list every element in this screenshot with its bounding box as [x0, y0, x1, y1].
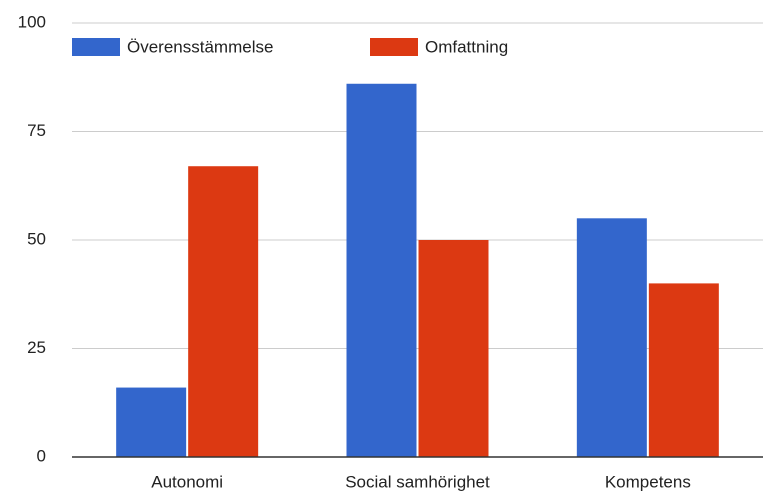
bar	[346, 83, 417, 457]
y-tick-label: 25	[27, 338, 46, 357]
y-tick-label: 75	[27, 121, 46, 140]
x-tick-label: Social samhörighet	[345, 472, 490, 491]
bar	[648, 283, 719, 457]
y-tick-label: 50	[27, 229, 46, 248]
bar	[418, 240, 489, 457]
legend-label: Överensstämmelse	[127, 37, 273, 56]
y-tick-label: 0	[37, 446, 46, 465]
bar	[188, 166, 259, 457]
x-tick-label: Kompetens	[605, 472, 691, 491]
legend-swatch	[370, 38, 418, 56]
bar	[116, 387, 187, 457]
legend-label: Omfattning	[425, 37, 508, 56]
bar	[576, 218, 647, 457]
x-tick-label: Autonomi	[151, 472, 223, 491]
y-tick-label: 100	[18, 12, 46, 31]
legend-swatch	[72, 38, 120, 56]
